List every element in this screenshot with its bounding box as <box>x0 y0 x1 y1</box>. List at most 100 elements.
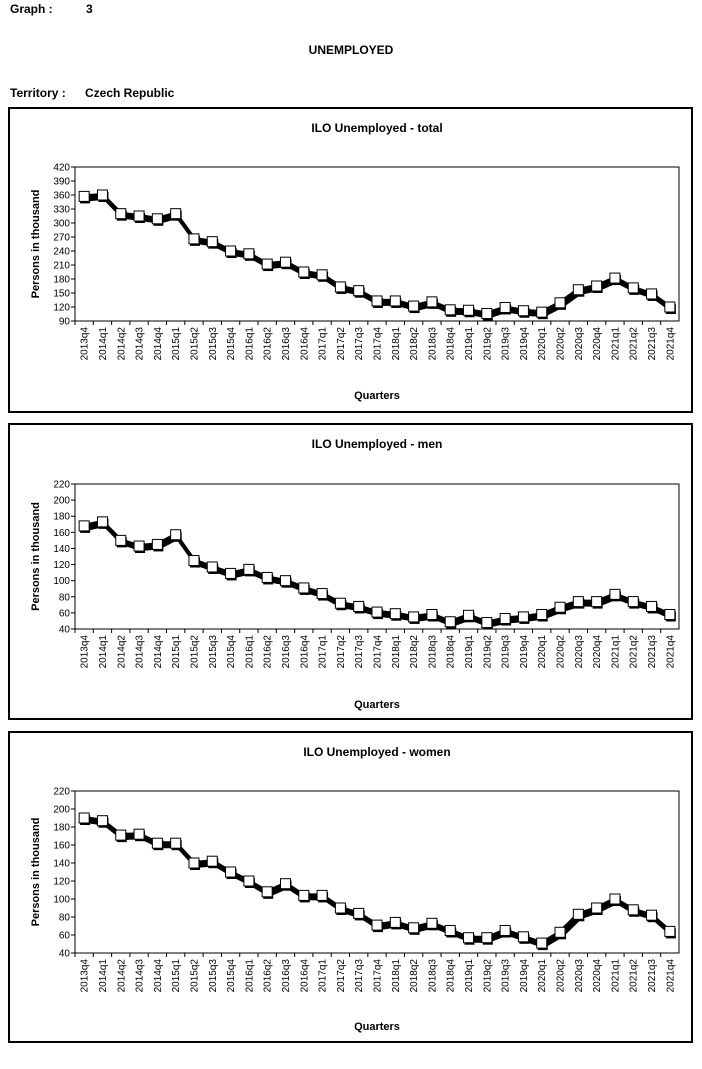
data-point <box>646 288 658 300</box>
x-tick-label: 2017q4 <box>373 959 384 993</box>
data-point <box>627 904 639 916</box>
x-tick-label: 2021q4 <box>665 635 676 669</box>
x-tick-label: 2019q2 <box>482 635 493 669</box>
data-point <box>334 281 346 293</box>
chart-men: ILO Unemployed - men Quarters Persons in t… <box>8 423 693 720</box>
data-point <box>279 575 291 587</box>
x-tick-label: 2013q4 <box>80 327 91 361</box>
x-tick-label: 2019q2 <box>482 327 493 361</box>
graph-label: Graph : <box>10 2 53 16</box>
x-tick-label: 2017q4 <box>373 635 384 669</box>
data-point <box>316 889 328 901</box>
chart-total: ILO Unemployed - total Quarters Persons in… <box>8 107 693 413</box>
chart-group: ILO Unemployed - women Quarters Persons in… <box>30 745 680 1033</box>
y-tick-label: 210 <box>53 261 70 272</box>
x-tick-label: 2021q2 <box>629 959 640 993</box>
data-point <box>133 828 145 840</box>
x-tick-label: 2018q3 <box>427 327 438 361</box>
data-point <box>463 609 475 621</box>
x-tick-label: 2018q3 <box>427 959 438 993</box>
x-tick-label: 2017q2 <box>336 327 347 361</box>
y-tick-label: 40 <box>59 625 71 636</box>
data-point <box>609 893 621 905</box>
x-tick-label: 2016q3 <box>281 635 292 669</box>
data-point <box>554 926 566 938</box>
x-tick-label: 2016q2 <box>263 959 274 993</box>
x-tick-label: 2018q2 <box>409 635 420 669</box>
data-point <box>353 907 365 919</box>
data-point <box>664 301 676 313</box>
y-tick-label: 160 <box>53 528 70 539</box>
y-tick-label: 220 <box>53 787 70 798</box>
data-point <box>151 837 163 849</box>
data-point <box>243 563 255 575</box>
x-tick-label: 2015q3 <box>208 327 219 361</box>
data-point <box>225 567 237 579</box>
x-tick-label: 2021q4 <box>665 327 676 361</box>
data-point <box>261 886 273 898</box>
y-tick-label: 60 <box>59 931 71 942</box>
x-tick-label: 2020q2 <box>556 959 567 993</box>
x-tick-label: 2017q4 <box>373 327 384 361</box>
y-tick-label: 100 <box>53 895 70 906</box>
x-tick-label: 2018q4 <box>446 959 457 993</box>
x-tick-label: 2020q4 <box>592 959 603 993</box>
x-tick-label: 2014q1 <box>98 959 109 993</box>
data-point <box>334 902 346 914</box>
y-tick-label: 90 <box>59 317 71 328</box>
data-point <box>371 606 383 618</box>
x-tick-label: 2017q2 <box>336 959 347 993</box>
data-point <box>316 269 328 281</box>
data-point <box>151 213 163 225</box>
x-tick-label: 2016q1 <box>244 959 255 993</box>
data-point <box>627 282 639 294</box>
y-tick-label: 80 <box>59 913 71 924</box>
data-point <box>133 540 145 552</box>
x-tick-label: 2021q3 <box>647 959 658 993</box>
graph-number: 3 <box>86 2 93 16</box>
x-tick-label: 2021q2 <box>629 635 640 669</box>
y-tick-label: 200 <box>53 496 70 507</box>
data-point <box>609 272 621 284</box>
x-tick-label: 2019q1 <box>464 959 475 993</box>
data-point <box>426 917 438 929</box>
y-tick-label: 140 <box>53 859 70 870</box>
data-point <box>572 596 584 608</box>
x-tick-label: 2015q3 <box>208 959 219 993</box>
chart-group: ILO Unemployed - total Quarters Persons in… <box>30 121 680 402</box>
data-point <box>517 931 529 943</box>
x-tick-label: 2019q1 <box>464 635 475 669</box>
data-point <box>408 922 420 934</box>
x-tick-label: 2015q2 <box>189 959 200 993</box>
y-tick-label: 240 <box>53 247 70 258</box>
data-point <box>481 932 493 944</box>
x-tick-label: 2017q2 <box>336 635 347 669</box>
chart-women: ILO Unemployed - women Quarters Persons in… <box>8 731 693 1043</box>
x-tick-label: 2014q3 <box>135 327 146 361</box>
data-point <box>554 297 566 309</box>
data-point <box>591 596 603 608</box>
data-point <box>279 878 291 890</box>
data-point <box>170 529 182 541</box>
data-point <box>151 538 163 550</box>
data-point <box>463 932 475 944</box>
x-tick-label: 2018q3 <box>427 635 438 669</box>
x-tick-label: 2015q4 <box>226 327 237 361</box>
data-point <box>627 596 639 608</box>
x-tick-label: 2019q2 <box>482 959 493 993</box>
data-point <box>664 609 676 620</box>
data-point <box>591 902 603 914</box>
data-point <box>408 300 420 312</box>
x-tick-label: 2013q4 <box>80 959 91 993</box>
chart-svg: ILO Unemployed - total Quarters Persons in… <box>30 121 680 402</box>
data-point <box>353 285 365 297</box>
data-point <box>298 582 310 594</box>
x-tick-label: 2015q4 <box>226 635 237 669</box>
data-point <box>371 919 383 931</box>
y-axis-label: Persons in thousand <box>30 190 42 299</box>
x-tick-label: 2019q3 <box>501 959 512 993</box>
x-tick-label: 2016q2 <box>263 635 274 669</box>
data-point <box>133 210 145 222</box>
data-point <box>243 875 255 887</box>
